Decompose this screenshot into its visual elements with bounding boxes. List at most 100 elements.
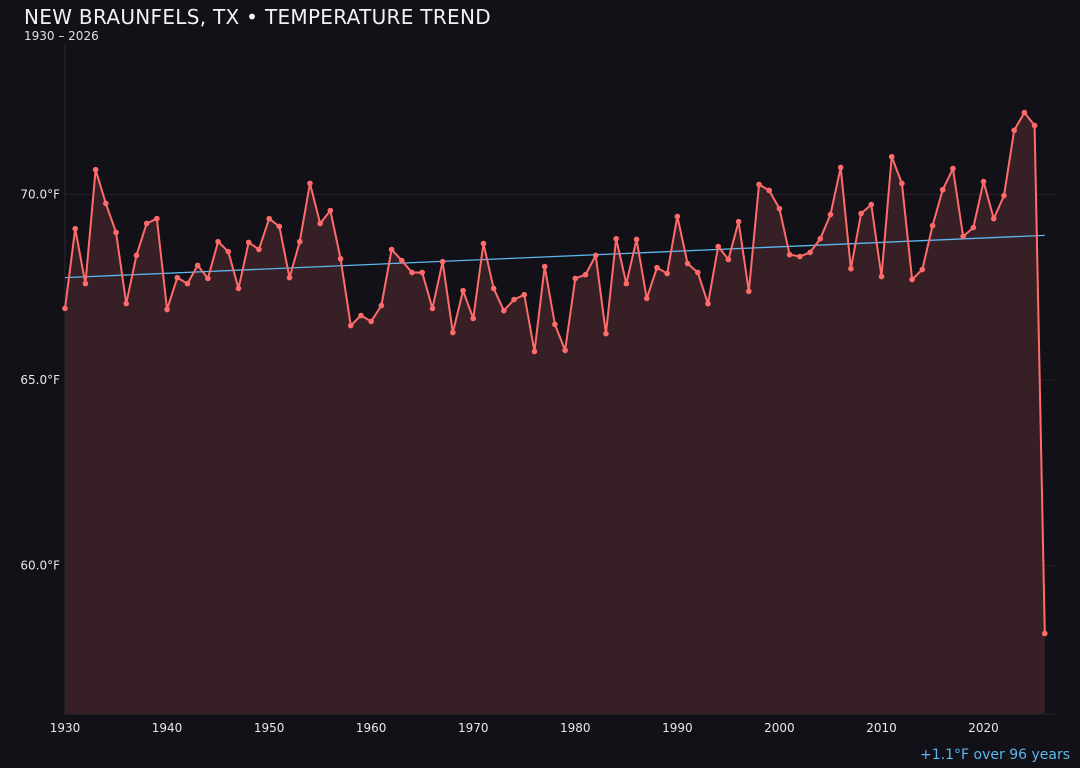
data-point <box>490 285 497 292</box>
chart-title: NEW BRAUNFELS, TX • TEMPERATURE TREND <box>24 5 491 29</box>
x-tick-label: 1960 <box>356 721 387 735</box>
data-point <box>92 166 99 173</box>
data-point <box>439 258 446 265</box>
data-point <box>858 210 864 217</box>
data-point <box>797 253 803 260</box>
data-point <box>511 296 517 303</box>
data-point <box>1021 109 1028 116</box>
data-point <box>592 252 599 259</box>
data-point <box>776 205 783 212</box>
data-point <box>725 256 732 263</box>
data-point <box>807 249 813 256</box>
data-point <box>521 291 528 298</box>
x-tick-label: 1930 <box>50 721 81 735</box>
data-point <box>633 236 640 243</box>
trend-line <box>64 234 1045 279</box>
data-point <box>613 235 619 242</box>
data-point <box>674 213 681 220</box>
x-tick-label: 1990 <box>662 721 693 735</box>
data-point <box>582 271 589 278</box>
data-point <box>317 220 323 227</box>
data-point <box>62 305 68 312</box>
data-point <box>694 269 701 276</box>
data-point <box>929 222 936 229</box>
data-point <box>225 248 232 255</box>
data-point <box>1011 127 1017 134</box>
data-point <box>419 269 426 276</box>
data-point <box>103 200 109 207</box>
temperature-area-fill <box>65 112 1045 714</box>
data-point <box>286 274 293 281</box>
data-point <box>123 300 130 307</box>
data-point <box>909 276 915 283</box>
data-point <box>501 307 507 314</box>
data-point <box>623 280 630 287</box>
data-point <box>266 215 272 222</box>
data-point <box>552 321 558 328</box>
data-point <box>878 273 885 280</box>
data-point <box>735 218 742 225</box>
data-point <box>133 252 140 259</box>
data-point <box>603 330 609 337</box>
data-point <box>174 274 181 281</box>
y-tick-label: 60.0°F <box>20 559 60 573</box>
x-tick-label: 1950 <box>254 721 285 735</box>
data-point <box>990 215 997 222</box>
data-point <box>470 315 477 322</box>
data-point <box>899 180 905 187</box>
data-point <box>1041 630 1048 637</box>
data-point <box>399 257 405 264</box>
y-tick-label: 65.0°F <box>20 373 60 387</box>
trend-annotation: +1.1°F over 96 years <box>920 747 1070 763</box>
y-tick-label: 70.0°F <box>20 188 60 202</box>
data-point <box>235 285 242 292</box>
data-point <box>643 295 650 302</box>
data-point <box>205 275 211 282</box>
data-point <box>1001 192 1007 199</box>
x-tick-label: 1980 <box>560 721 591 735</box>
data-point <box>215 238 221 245</box>
data-point <box>164 306 170 313</box>
data-point <box>950 165 956 172</box>
data-point <box>868 201 875 208</box>
data-point <box>562 347 568 354</box>
data-point <box>756 181 762 188</box>
data-point <box>715 243 721 250</box>
data-point <box>368 318 374 325</box>
data-point <box>307 180 313 187</box>
data-point <box>113 229 119 236</box>
data-point <box>827 211 834 218</box>
data-point <box>654 264 660 271</box>
data-point <box>296 238 303 245</box>
data-point <box>980 178 987 185</box>
data-point <box>960 233 966 240</box>
data-point <box>848 265 854 272</box>
data-point <box>245 239 252 246</box>
chart-subtitle: 1930 – 2026 <box>24 29 99 43</box>
data-point <box>684 260 691 267</box>
data-point <box>337 255 344 262</box>
data-point <box>480 240 487 247</box>
data-point <box>919 266 926 273</box>
data-point <box>939 186 946 193</box>
data-point <box>256 246 262 253</box>
data-point <box>1031 122 1038 129</box>
data-point <box>664 270 670 277</box>
data-point <box>429 305 436 312</box>
data-point <box>460 287 466 294</box>
x-tick-label: 1970 <box>458 721 489 735</box>
data-point <box>154 215 160 222</box>
data-point <box>786 251 793 258</box>
data-point <box>358 312 364 319</box>
data-point <box>143 220 150 227</box>
data-point <box>450 329 456 336</box>
data-point <box>705 300 711 307</box>
data-point <box>388 246 395 253</box>
data-point <box>327 207 334 214</box>
data-point <box>817 235 824 242</box>
data-point <box>541 263 548 270</box>
data-point <box>746 288 752 295</box>
data-point <box>347 322 354 329</box>
data-point <box>837 164 844 171</box>
